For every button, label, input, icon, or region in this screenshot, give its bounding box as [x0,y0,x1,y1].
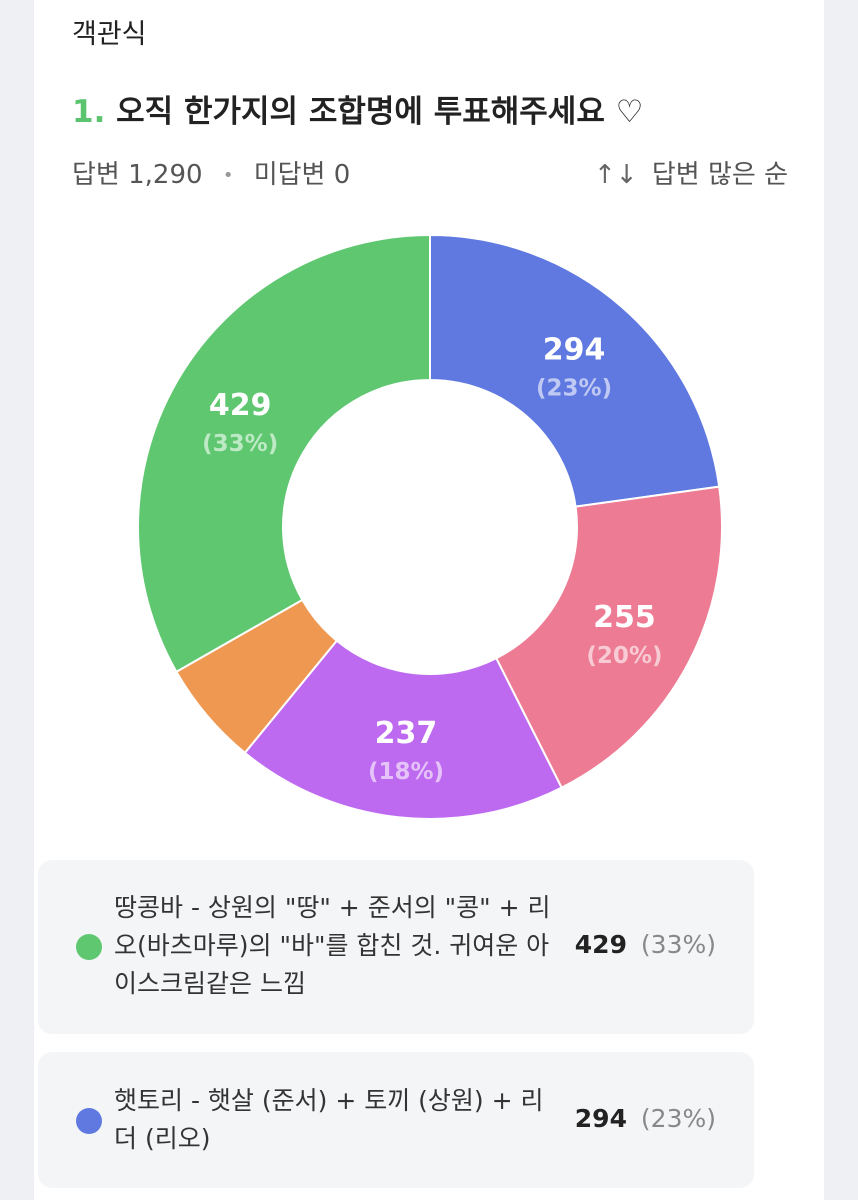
option-text: 땅콩바 - 상원의 "땅" + 준서의 "콩" + 리오(바츠마루)의 "바"를… [114,893,551,998]
section-label: 객관식 [72,19,147,50]
option-count: 294 [574,1104,627,1133]
option-percent: (33%) [640,930,716,959]
option-value: 429 (33%) [575,930,716,959]
donut-slice [137,233,431,674]
slice-value-label: 429 [209,388,272,423]
option-color-bullet [76,1108,102,1134]
donut-slice [243,639,563,820]
option-value: 294 (23%) [575,1104,716,1133]
slice-value-label: 294 [543,332,606,367]
donut-chart: 294 (23%) 255 (20%) 237 (18%) 429 (33%) [137,233,723,820]
slice-percent-label: (18%) [368,759,444,785]
sort-label: 답변 많은 순 [651,160,788,190]
question-number: 1. [72,94,106,130]
question-title: 1. 오직 한가지의 조합명에 투표해주세요 ♡ [72,86,643,131]
separator-dot: • [222,165,234,186]
option-percent: (23%) [640,1104,716,1133]
sort-arrows-icon: ↑↓ [594,160,638,190]
unanswered-count: 미답변 0 [253,160,351,190]
option-count: 429 [574,930,627,959]
option-item[interactable]: 땅콩바 - 상원의 "땅" + 준서의 "콩" + 리오(바츠마루)의 "바"를… [38,860,754,1034]
answered-count: 답변 1,290 [72,160,203,190]
donut-slice [494,485,723,789]
sort-button[interactable]: ↑↓ 답변 많은 순 [594,154,788,191]
slice-percent-label: (20%) [586,643,662,669]
slice-percent-label: (33%) [202,431,278,457]
option-item[interactable]: 햇토리 - 햇살 (준서) + 토끼 (상원) + 리더 (리오) 294 (2… [38,1052,754,1188]
slice-percent-label: (23%) [536,375,612,401]
option-text: 햇토리 - 햇살 (준서) + 토끼 (상원) + 리더 (리오) [114,1086,544,1153]
question-text: 오직 한가지의 조합명에 투표해주세요 ♡ [116,94,644,130]
option-color-bullet [76,934,102,960]
slice-value-label: 255 [593,600,656,635]
slice-value-label: 237 [375,716,438,751]
donut-slice [429,233,721,508]
answer-stats: 답변 1,290 • 미답변 0 [72,154,350,191]
